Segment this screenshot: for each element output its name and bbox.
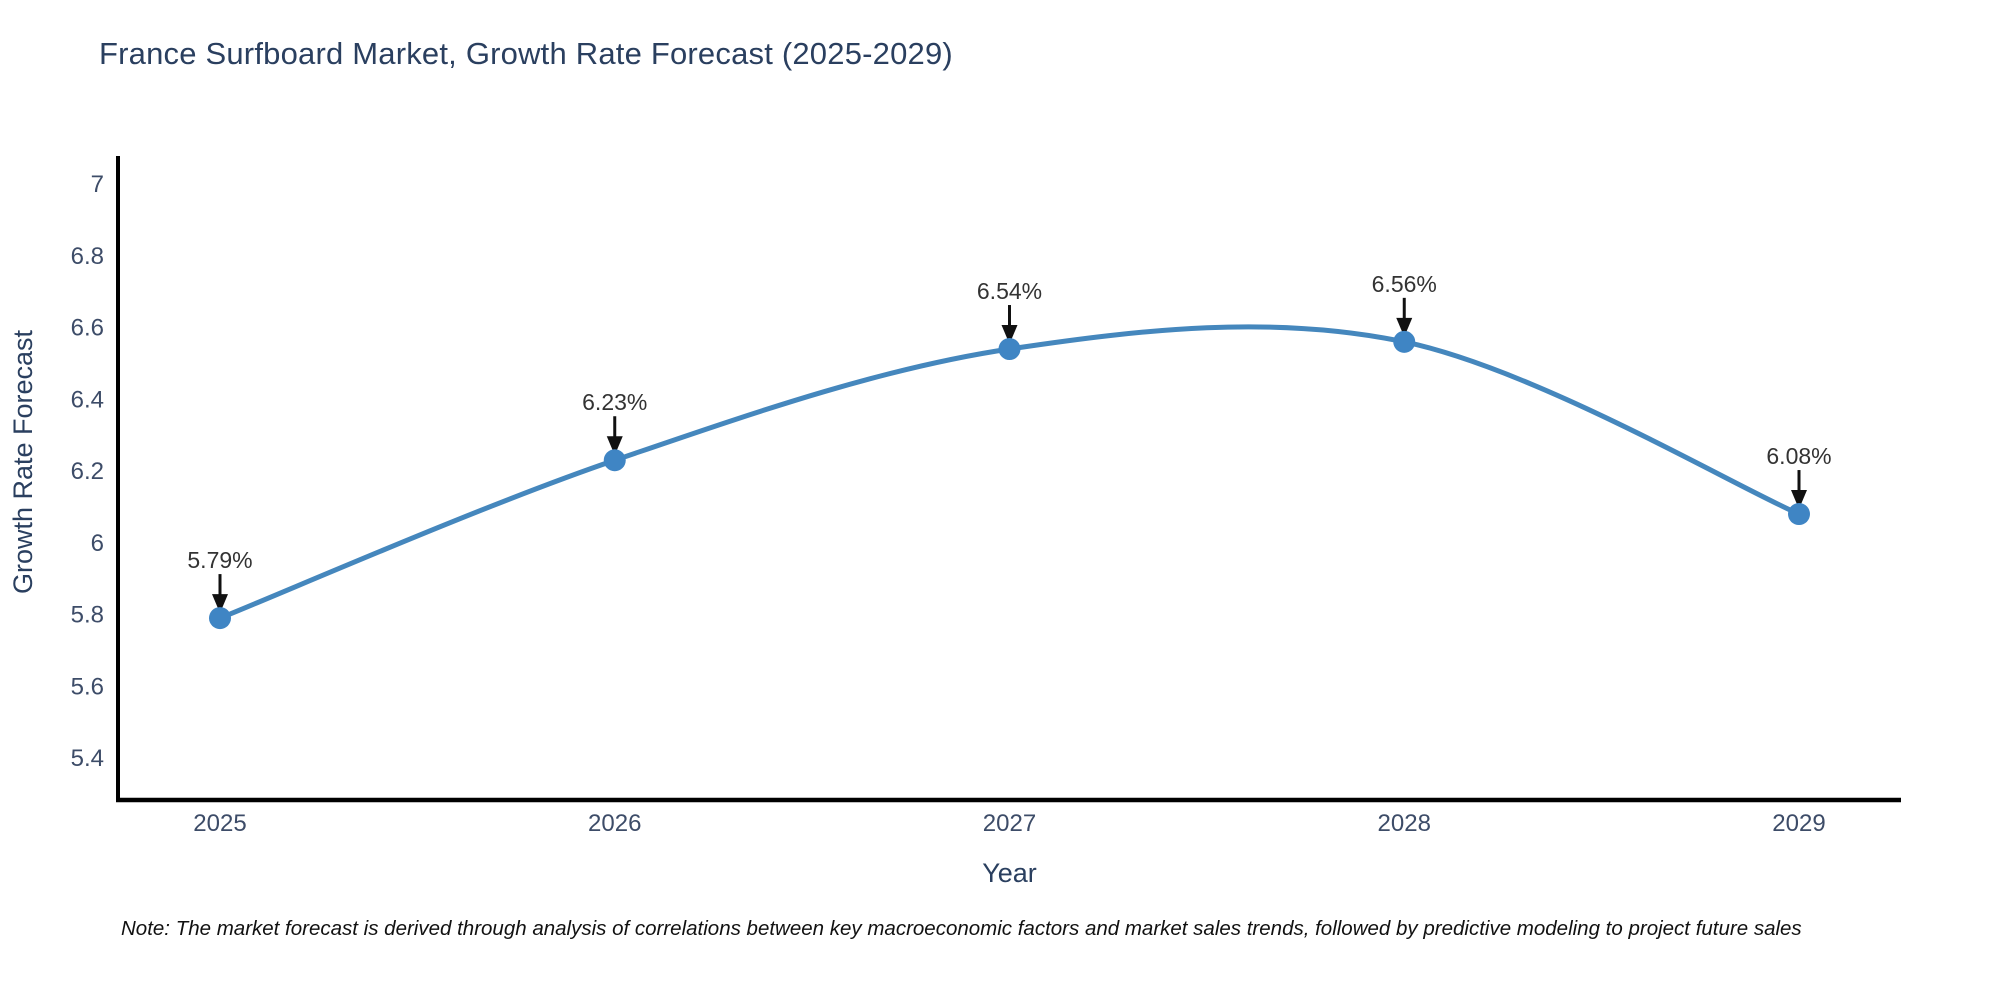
data-point-marker[interactable] bbox=[998, 338, 1021, 361]
data-point-label: 6.54% bbox=[977, 278, 1042, 304]
annotation-arrow-head bbox=[1001, 325, 1018, 345]
data-point-label: 6.23% bbox=[582, 389, 647, 415]
y-tick-label: 5.6 bbox=[71, 673, 104, 700]
chart-footnote: Note: The market forecast is derived thr… bbox=[121, 917, 1802, 940]
annotation-arrow-head bbox=[1396, 317, 1413, 337]
y-tick-label: 6 bbox=[91, 530, 104, 557]
y-tick-label: 6.2 bbox=[71, 458, 104, 485]
x-tick-label: 2027 bbox=[983, 810, 1036, 837]
series-line bbox=[217, 324, 1802, 621]
data-point-label: 6.56% bbox=[1372, 271, 1437, 297]
data-point-marker[interactable] bbox=[603, 449, 626, 472]
x-tick-label: 2025 bbox=[193, 810, 246, 837]
data-point-marker[interactable] bbox=[1393, 330, 1416, 353]
data-point-marker[interactable] bbox=[209, 607, 231, 630]
x-tick-label: 2029 bbox=[1772, 810, 1825, 837]
annotation-arrow-head bbox=[606, 436, 623, 456]
data-point-marker[interactable] bbox=[1788, 503, 1810, 526]
chart-title: France Surfboard Market, Growth Rate For… bbox=[99, 36, 953, 71]
y-tick-label: 6.4 bbox=[71, 386, 104, 413]
y-tick-label: 6.6 bbox=[71, 315, 104, 342]
x-axis-title: Year bbox=[982, 858, 1037, 888]
x-tick-label: 2026 bbox=[588, 810, 641, 837]
annotation-arrow-head bbox=[212, 594, 228, 614]
y-axis-title: Growth Rate Forecast bbox=[8, 329, 38, 594]
data-point-label: 6.08% bbox=[1766, 443, 1831, 469]
data-point-label: 5.79% bbox=[187, 547, 252, 573]
y-tick-label: 5.4 bbox=[71, 745, 104, 772]
annotation-arrow-head bbox=[1791, 490, 1807, 510]
y-tick-label: 6.8 bbox=[71, 243, 104, 270]
x-tick-label: 2028 bbox=[1378, 810, 1431, 837]
y-tick-label: 5.8 bbox=[71, 602, 104, 629]
y-tick-label: 7 bbox=[91, 171, 104, 198]
